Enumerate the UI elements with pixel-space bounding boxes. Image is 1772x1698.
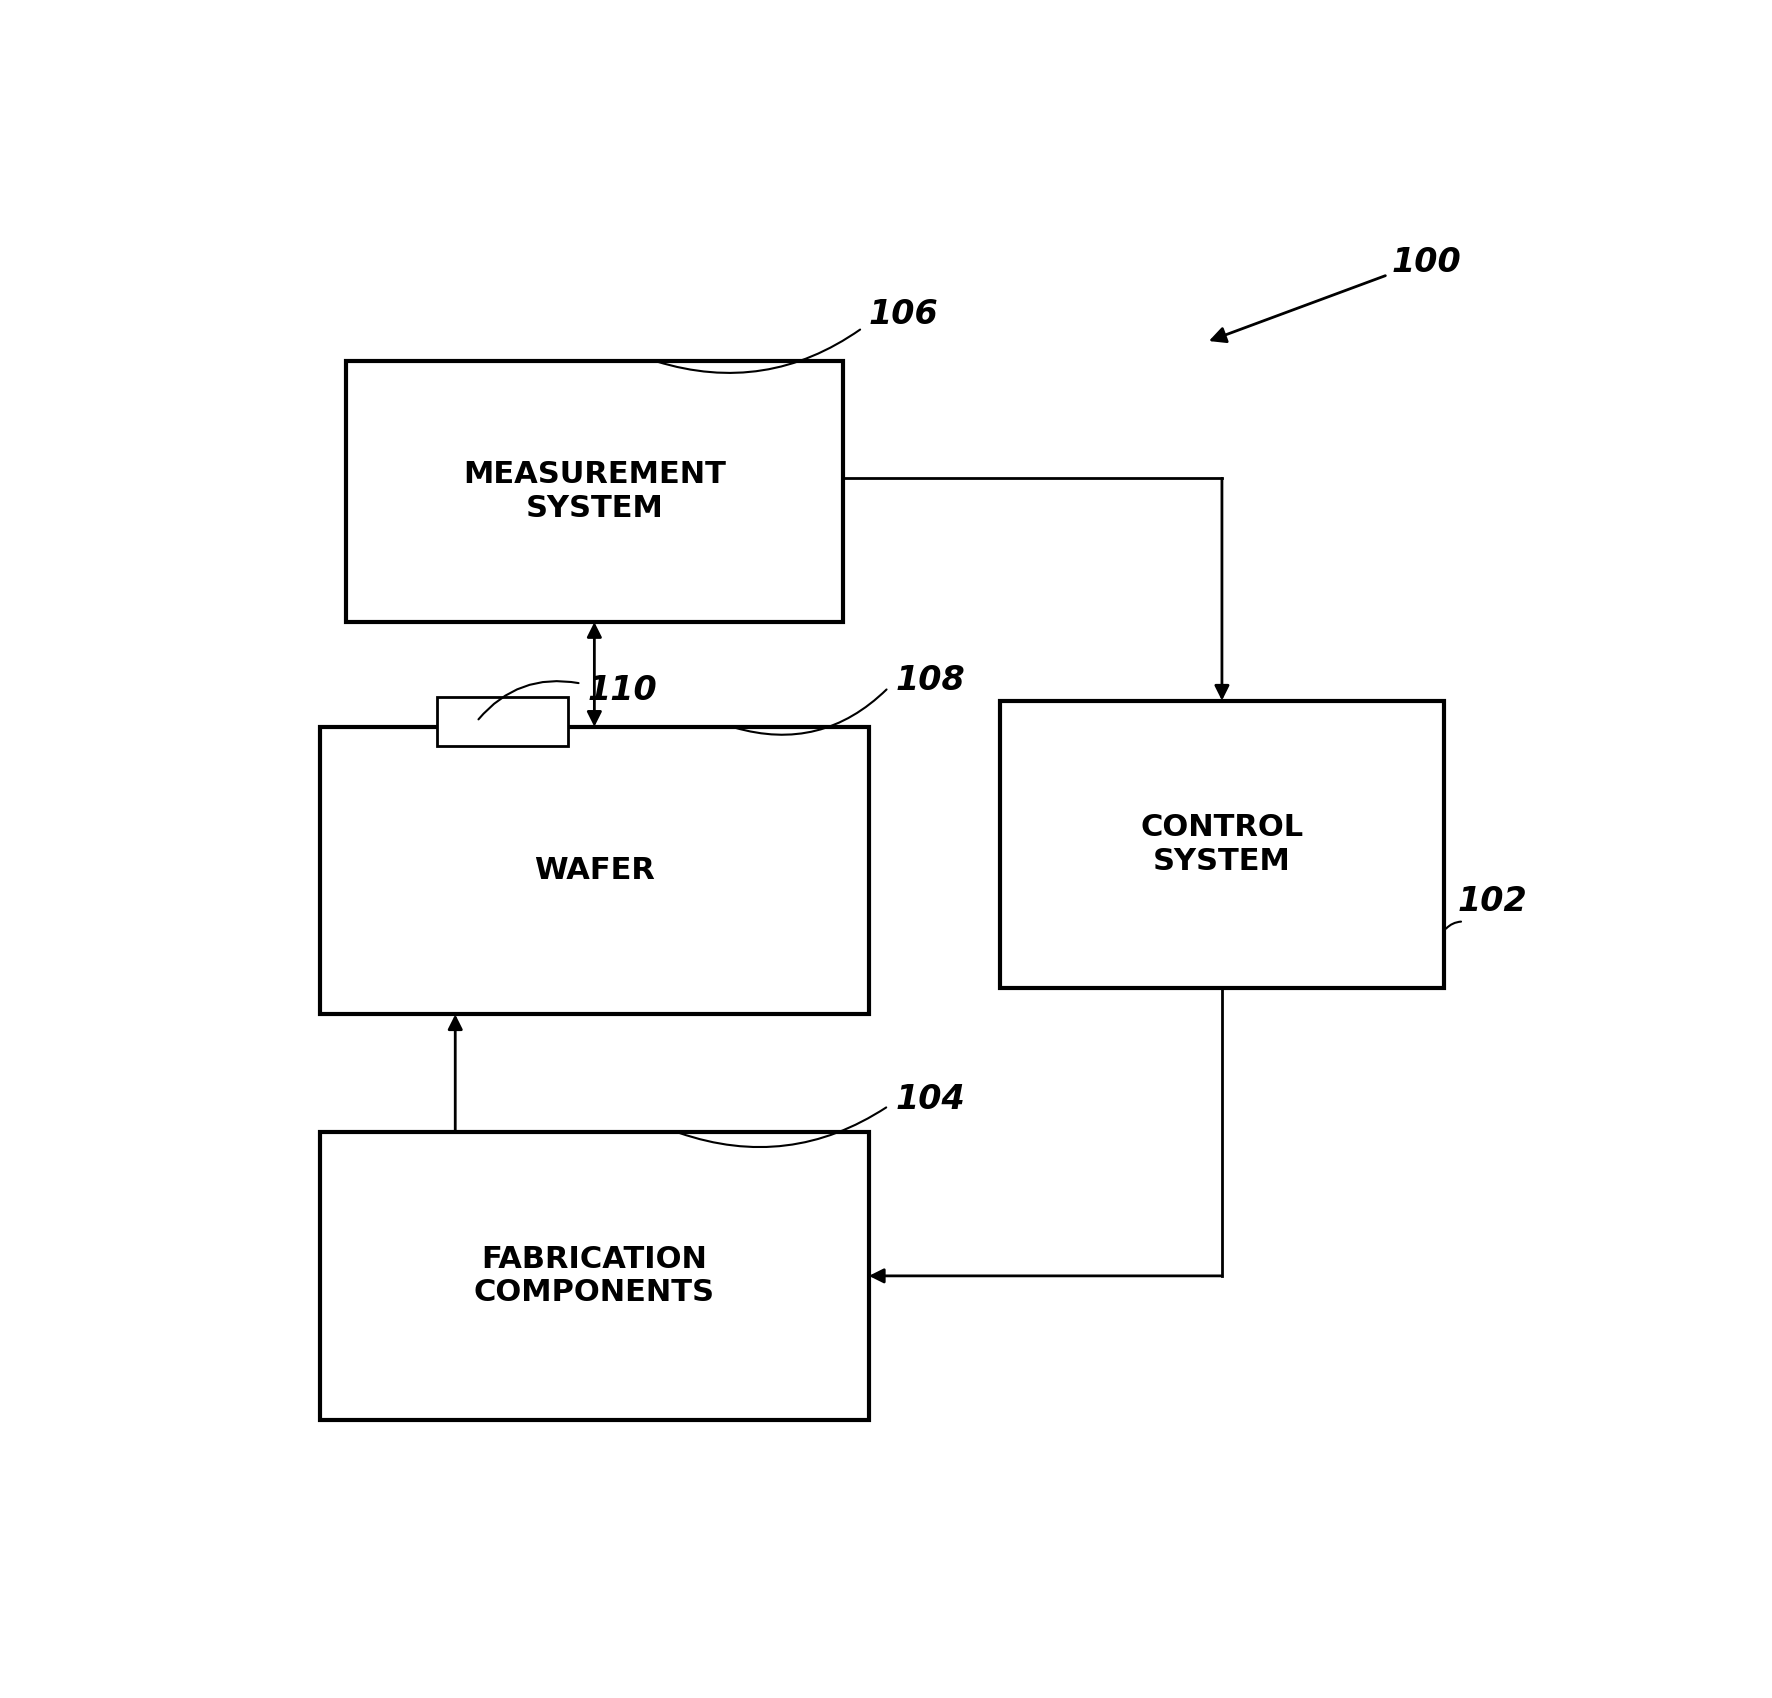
Bar <box>999 701 1444 988</box>
Bar <box>438 696 569 747</box>
Bar <box>319 1133 868 1420</box>
Text: 104: 104 <box>895 1083 964 1116</box>
Text: 110: 110 <box>588 674 657 706</box>
Bar <box>346 360 843 621</box>
Text: CONTROL
SYSTEM: CONTROL SYSTEM <box>1141 813 1304 876</box>
Text: 106: 106 <box>868 299 939 331</box>
Bar <box>319 727 868 1014</box>
Text: MEASUREMENT
SYSTEM: MEASUREMENT SYSTEM <box>462 460 727 523</box>
Text: WAFER: WAFER <box>533 856 656 885</box>
Text: FABRICATION
COMPONENTS: FABRICATION COMPONENTS <box>473 1245 714 1307</box>
Text: 102: 102 <box>1457 885 1527 919</box>
Text: 108: 108 <box>895 664 964 698</box>
Text: 100: 100 <box>1393 246 1462 278</box>
